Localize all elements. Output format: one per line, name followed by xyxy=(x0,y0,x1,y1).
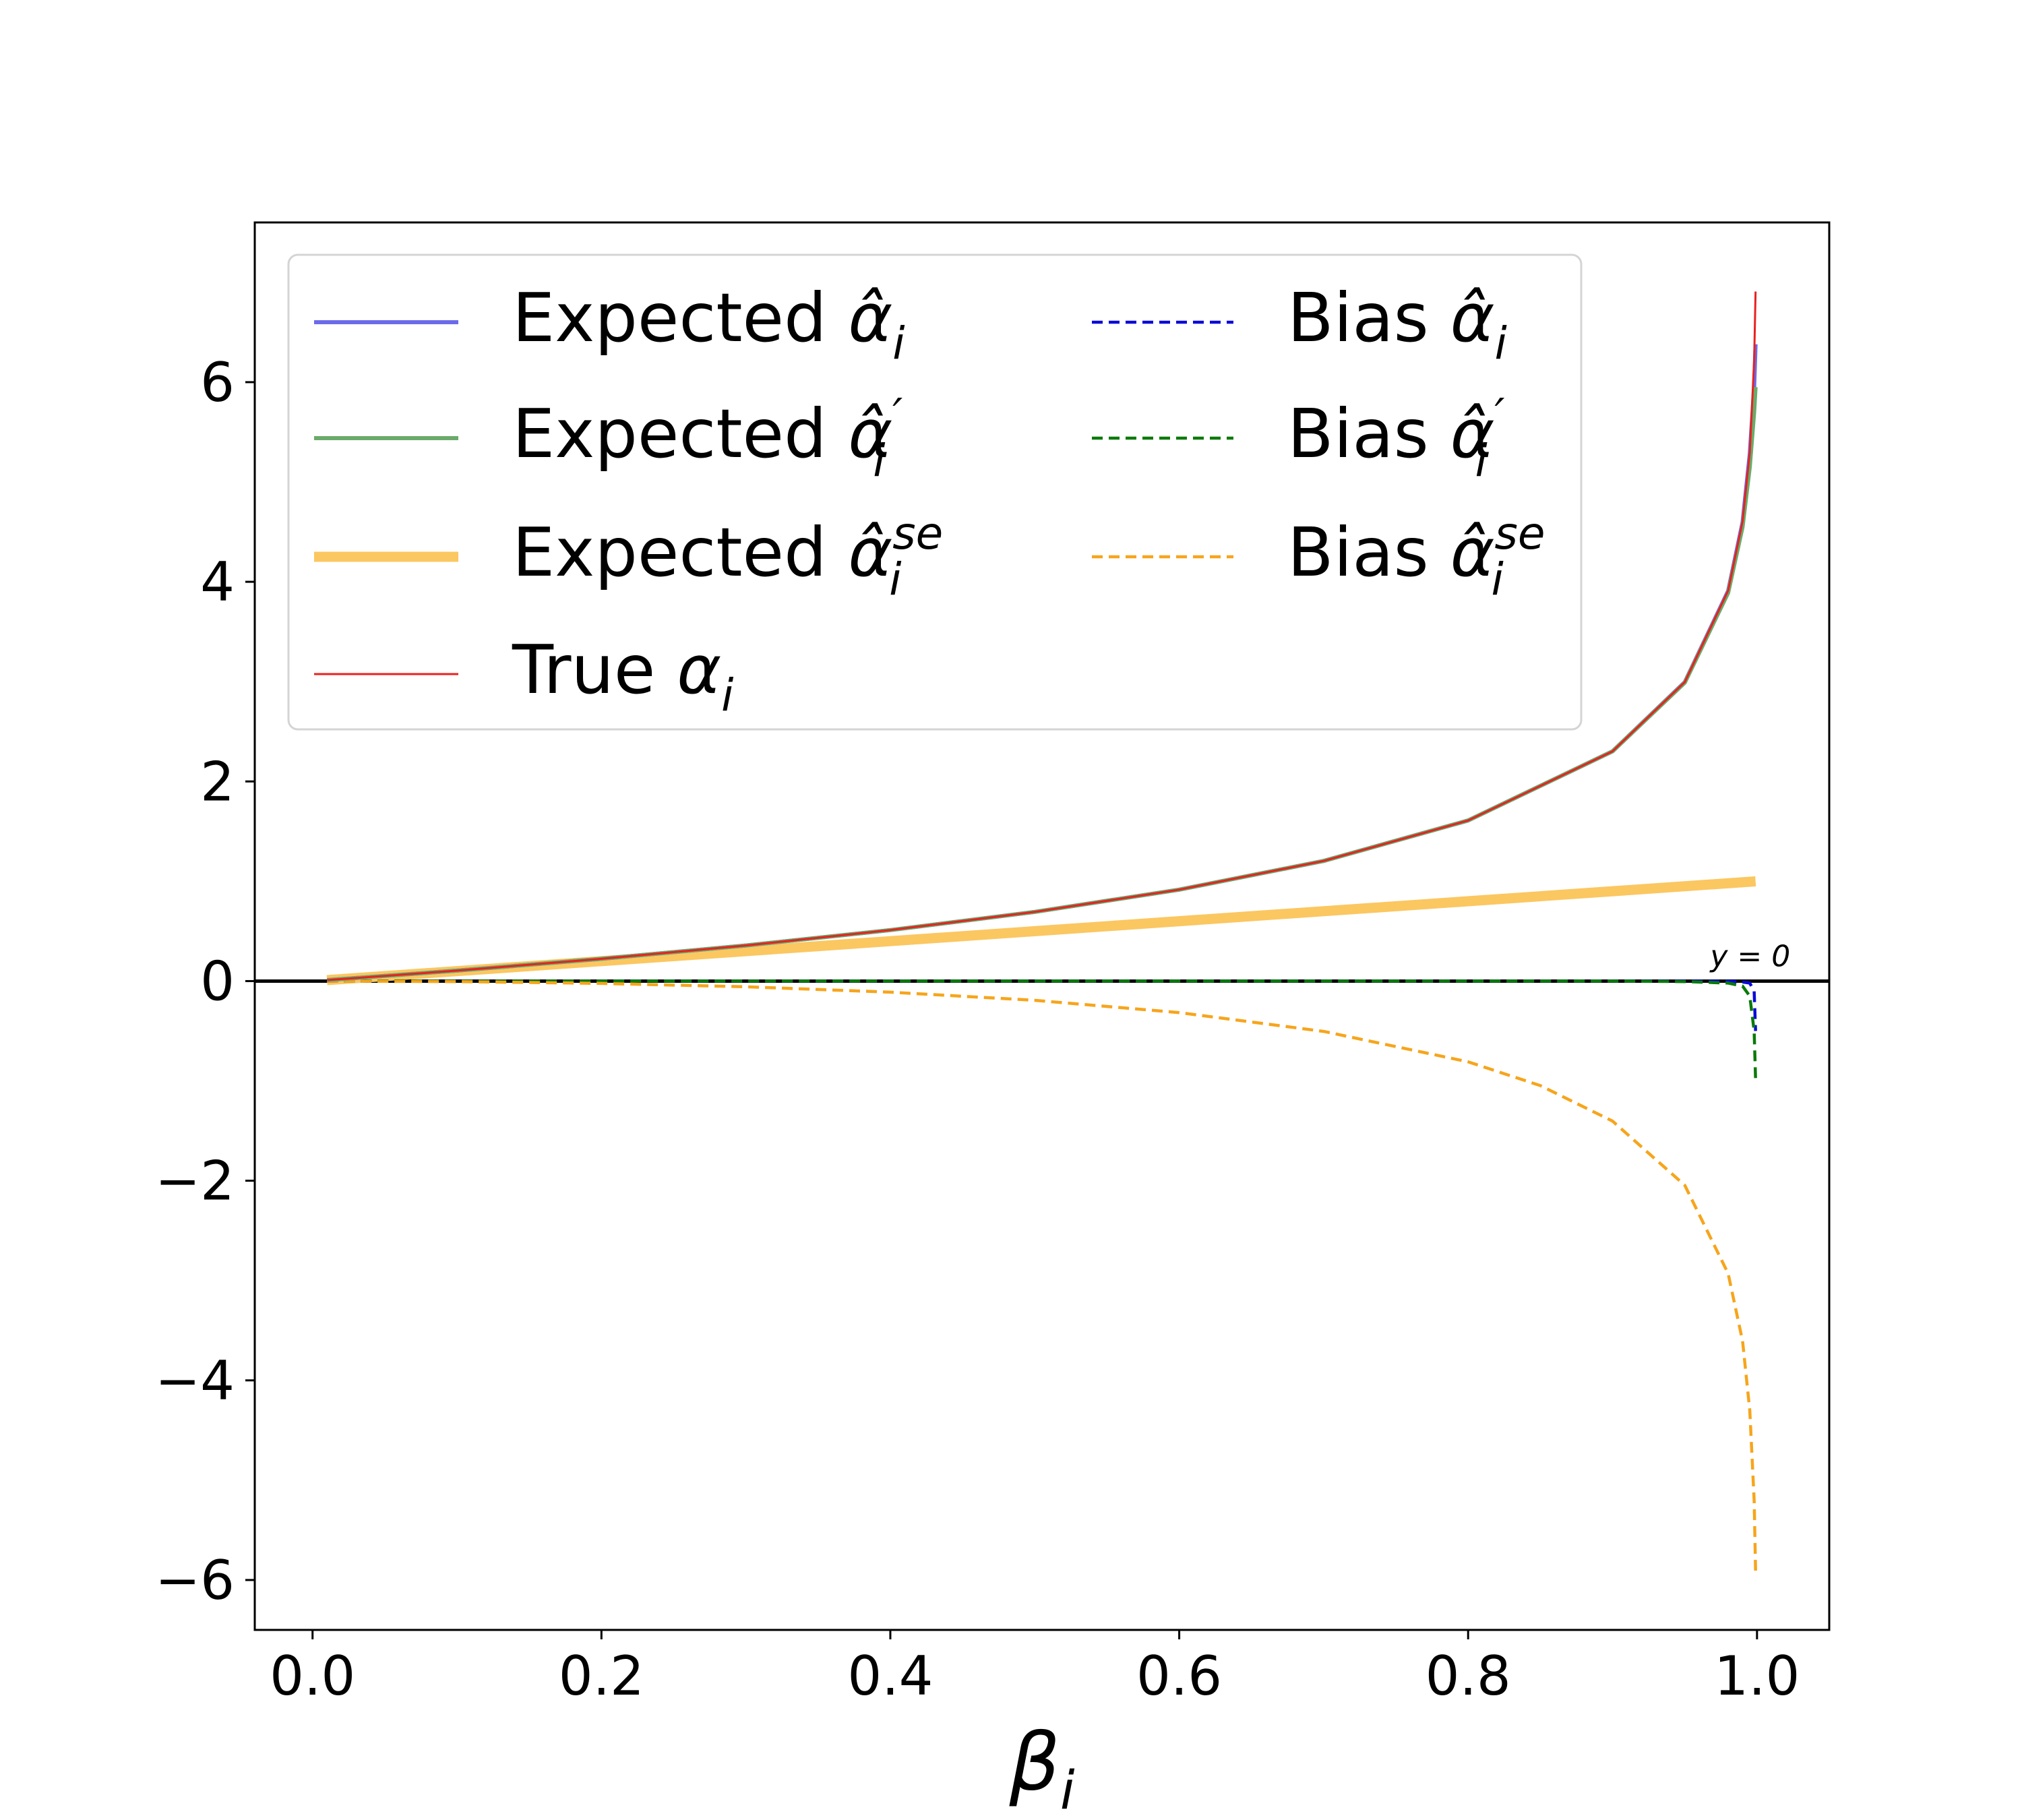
series-line-5 xyxy=(327,979,1757,1079)
legend: Expected α̂i Expected α̂′ i Expected α̂se i T… xyxy=(287,253,1583,731)
legend-box xyxy=(287,253,1583,731)
x-tick-label: 1.0 xyxy=(1714,1645,1800,1707)
zero-line-annotation: y = 0 xyxy=(1709,939,1790,973)
x-tick-label: 0.0 xyxy=(270,1645,355,1707)
x-axis-label: βi xyxy=(1009,1716,1075,1820)
y-tick-label: −2 xyxy=(155,1150,235,1213)
x-tick-label: 0.8 xyxy=(1426,1645,1511,1707)
plot-frame xyxy=(253,221,1831,1631)
legend-label-2: Expected α̂se i xyxy=(512,508,943,605)
x-tick-label: 0.4 xyxy=(847,1645,933,1707)
y-tick-label: −4 xyxy=(155,1349,235,1412)
legend-label-4: Bias α̂i xyxy=(1287,278,1507,369)
legend-label-6: Bias α̂se i xyxy=(1287,508,1545,605)
legend-label-0: Expected α̂i xyxy=(512,278,905,369)
y-tick-label: 0 xyxy=(200,950,235,1012)
series-line-3 xyxy=(327,291,1757,981)
legend-label-1: Expected α̂′ i xyxy=(512,389,902,487)
y-tick-label: 4 xyxy=(200,551,235,613)
axes-layer: 0.0 0.2 0.4 0.6 0.8 1.0 −6 −4 −2 0 2 4 6 xyxy=(155,351,1800,1707)
y-tick-label: 2 xyxy=(200,750,235,813)
x-tick-label: 0.2 xyxy=(559,1645,644,1707)
x-tick-label: 0.6 xyxy=(1136,1645,1222,1707)
series-layer xyxy=(326,291,1758,1571)
y-tick-label: 6 xyxy=(200,351,235,414)
y-tick-label: −6 xyxy=(155,1549,235,1612)
series-line-6 xyxy=(327,979,1757,1571)
legend-label-3: True αi xyxy=(512,630,734,721)
legend-label-5: Bias α̂′ i xyxy=(1287,389,1504,487)
